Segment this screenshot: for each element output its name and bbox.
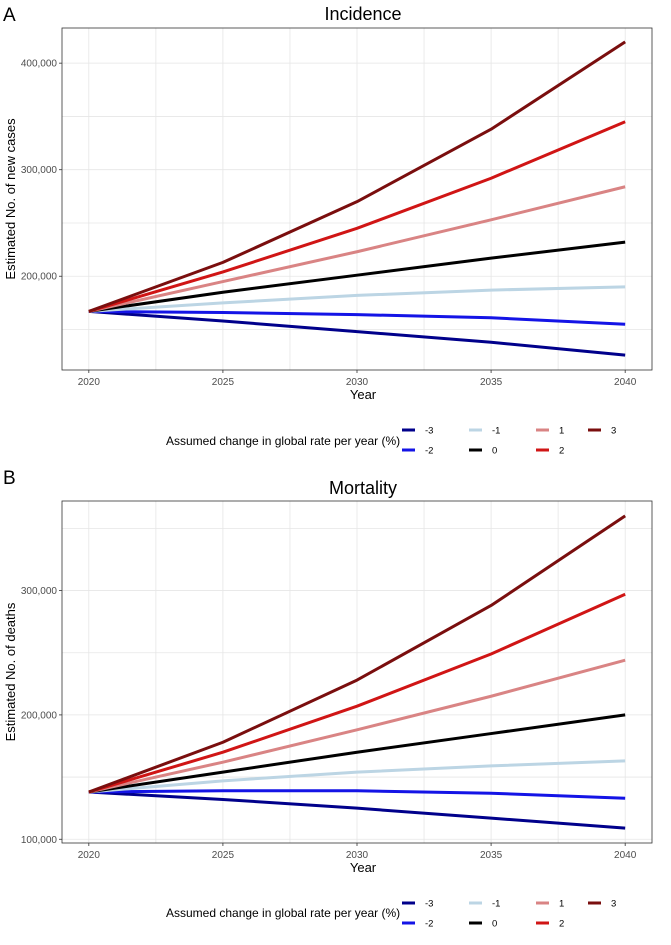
series-line--1	[88, 759, 626, 794]
x-tick-label: 2020	[78, 377, 101, 388]
legend-label: -1	[492, 899, 500, 910]
y-axis-title: Estimated No. of deaths	[3, 602, 18, 741]
legend-label: -3	[425, 899, 433, 910]
y-tick-label: 300,000	[21, 165, 58, 176]
x-tick-label: 2035	[480, 377, 503, 388]
series-line--3	[88, 309, 626, 357]
legend-item--1: -1	[469, 899, 500, 910]
series-line--3	[88, 790, 626, 830]
chart-title: Incidence	[324, 4, 401, 24]
x-tick-label: 2040	[614, 850, 637, 861]
legend-item-3: 3	[588, 426, 616, 437]
mortality-panel: B Mortality 2020 2025 2030 2035 2040100,0002…	[3, 468, 653, 930]
legend-item--3: -3	[402, 899, 433, 910]
y-tick-label: 400,000	[21, 59, 58, 70]
axis-ticks: 2020 2025 2030 2035 2040 200,000 300,000 400,00…	[21, 59, 637, 388]
x-tick-label: 2025	[212, 377, 235, 388]
series-line-2	[88, 592, 626, 794]
panel-letter: B	[3, 468, 16, 489]
incidence-panel: A Incidence 2020 2025 2030 2035 2040 200,000 3…	[3, 4, 653, 457]
legend-item--2: -2	[402, 446, 433, 457]
series-line-1	[88, 658, 626, 794]
y-tick-label: 200,000	[21, 272, 58, 283]
legend-title: Assumed change in global rate per year (…	[166, 434, 400, 448]
y-tick-label: 300,000	[21, 586, 58, 597]
legend: Assumed change in global rate per year (…	[166, 426, 616, 457]
legend-label: 3	[611, 426, 616, 437]
legend-title: Assumed change in global rate per year (…	[166, 906, 400, 920]
legend-label: -1	[492, 426, 500, 437]
x-tick-label: 2025	[212, 850, 235, 861]
legend-label: -3	[425, 426, 433, 437]
legend-item-2: 2	[536, 446, 564, 457]
legend-label: -2	[425, 919, 433, 930]
series-line-0	[88, 713, 626, 794]
series-line--2	[88, 789, 626, 800]
x-axis-title: Year	[350, 860, 377, 875]
legend-item-2: 2	[536, 919, 564, 930]
x-tick-label: 2040	[614, 377, 637, 388]
legend-item-1: 1	[536, 426, 564, 437]
legend-label: 0	[492, 919, 497, 930]
legend-label: 1	[559, 899, 564, 910]
series-line-3	[88, 514, 627, 794]
legend-label: 3	[611, 899, 616, 910]
x-tick-label: 2030	[346, 377, 369, 388]
legend-label: 1	[559, 426, 564, 437]
legend-label: 0	[492, 446, 497, 457]
series-line-1	[88, 185, 626, 313]
y-tick-label: 100,000	[21, 835, 58, 846]
legend-item--3: -3	[402, 426, 433, 437]
legend-item-3: 3	[588, 899, 616, 910]
series-line--2	[88, 309, 626, 326]
legend-item-0: 0	[469, 919, 497, 930]
chart-title: Mortality	[329, 478, 397, 498]
series-line-2	[88, 120, 626, 313]
legend-label: 2	[559, 919, 564, 930]
legend-item-0: 0	[469, 446, 497, 457]
legend-label: -2	[425, 446, 433, 457]
x-axis-title: Year	[350, 387, 377, 402]
panel-letter: A	[3, 5, 16, 26]
legend-item--2: -2	[402, 919, 433, 930]
x-tick-label: 2035	[480, 850, 503, 861]
series-line--1	[88, 285, 626, 313]
legend: Assumed change in global rate per year (…	[166, 899, 616, 930]
series-line-3	[88, 40, 626, 313]
series-lines	[88, 40, 626, 357]
series-line-0	[88, 240, 626, 313]
axis-ticks: 2020 2025 2030 2035 2040 100,000 200,000 300,00…	[21, 586, 637, 861]
y-axis-title: Estimated No. of new cases	[3, 118, 18, 280]
x-tick-label: 2020	[78, 850, 101, 861]
y-tick-label: 200,000	[21, 710, 58, 721]
grid	[62, 28, 652, 370]
legend-item--1: -1	[469, 426, 500, 437]
x-tick-label: 2030	[346, 850, 369, 861]
series-lines	[88, 514, 627, 830]
legend-label: 2	[559, 446, 564, 457]
legend-item-1: 1	[536, 899, 564, 910]
